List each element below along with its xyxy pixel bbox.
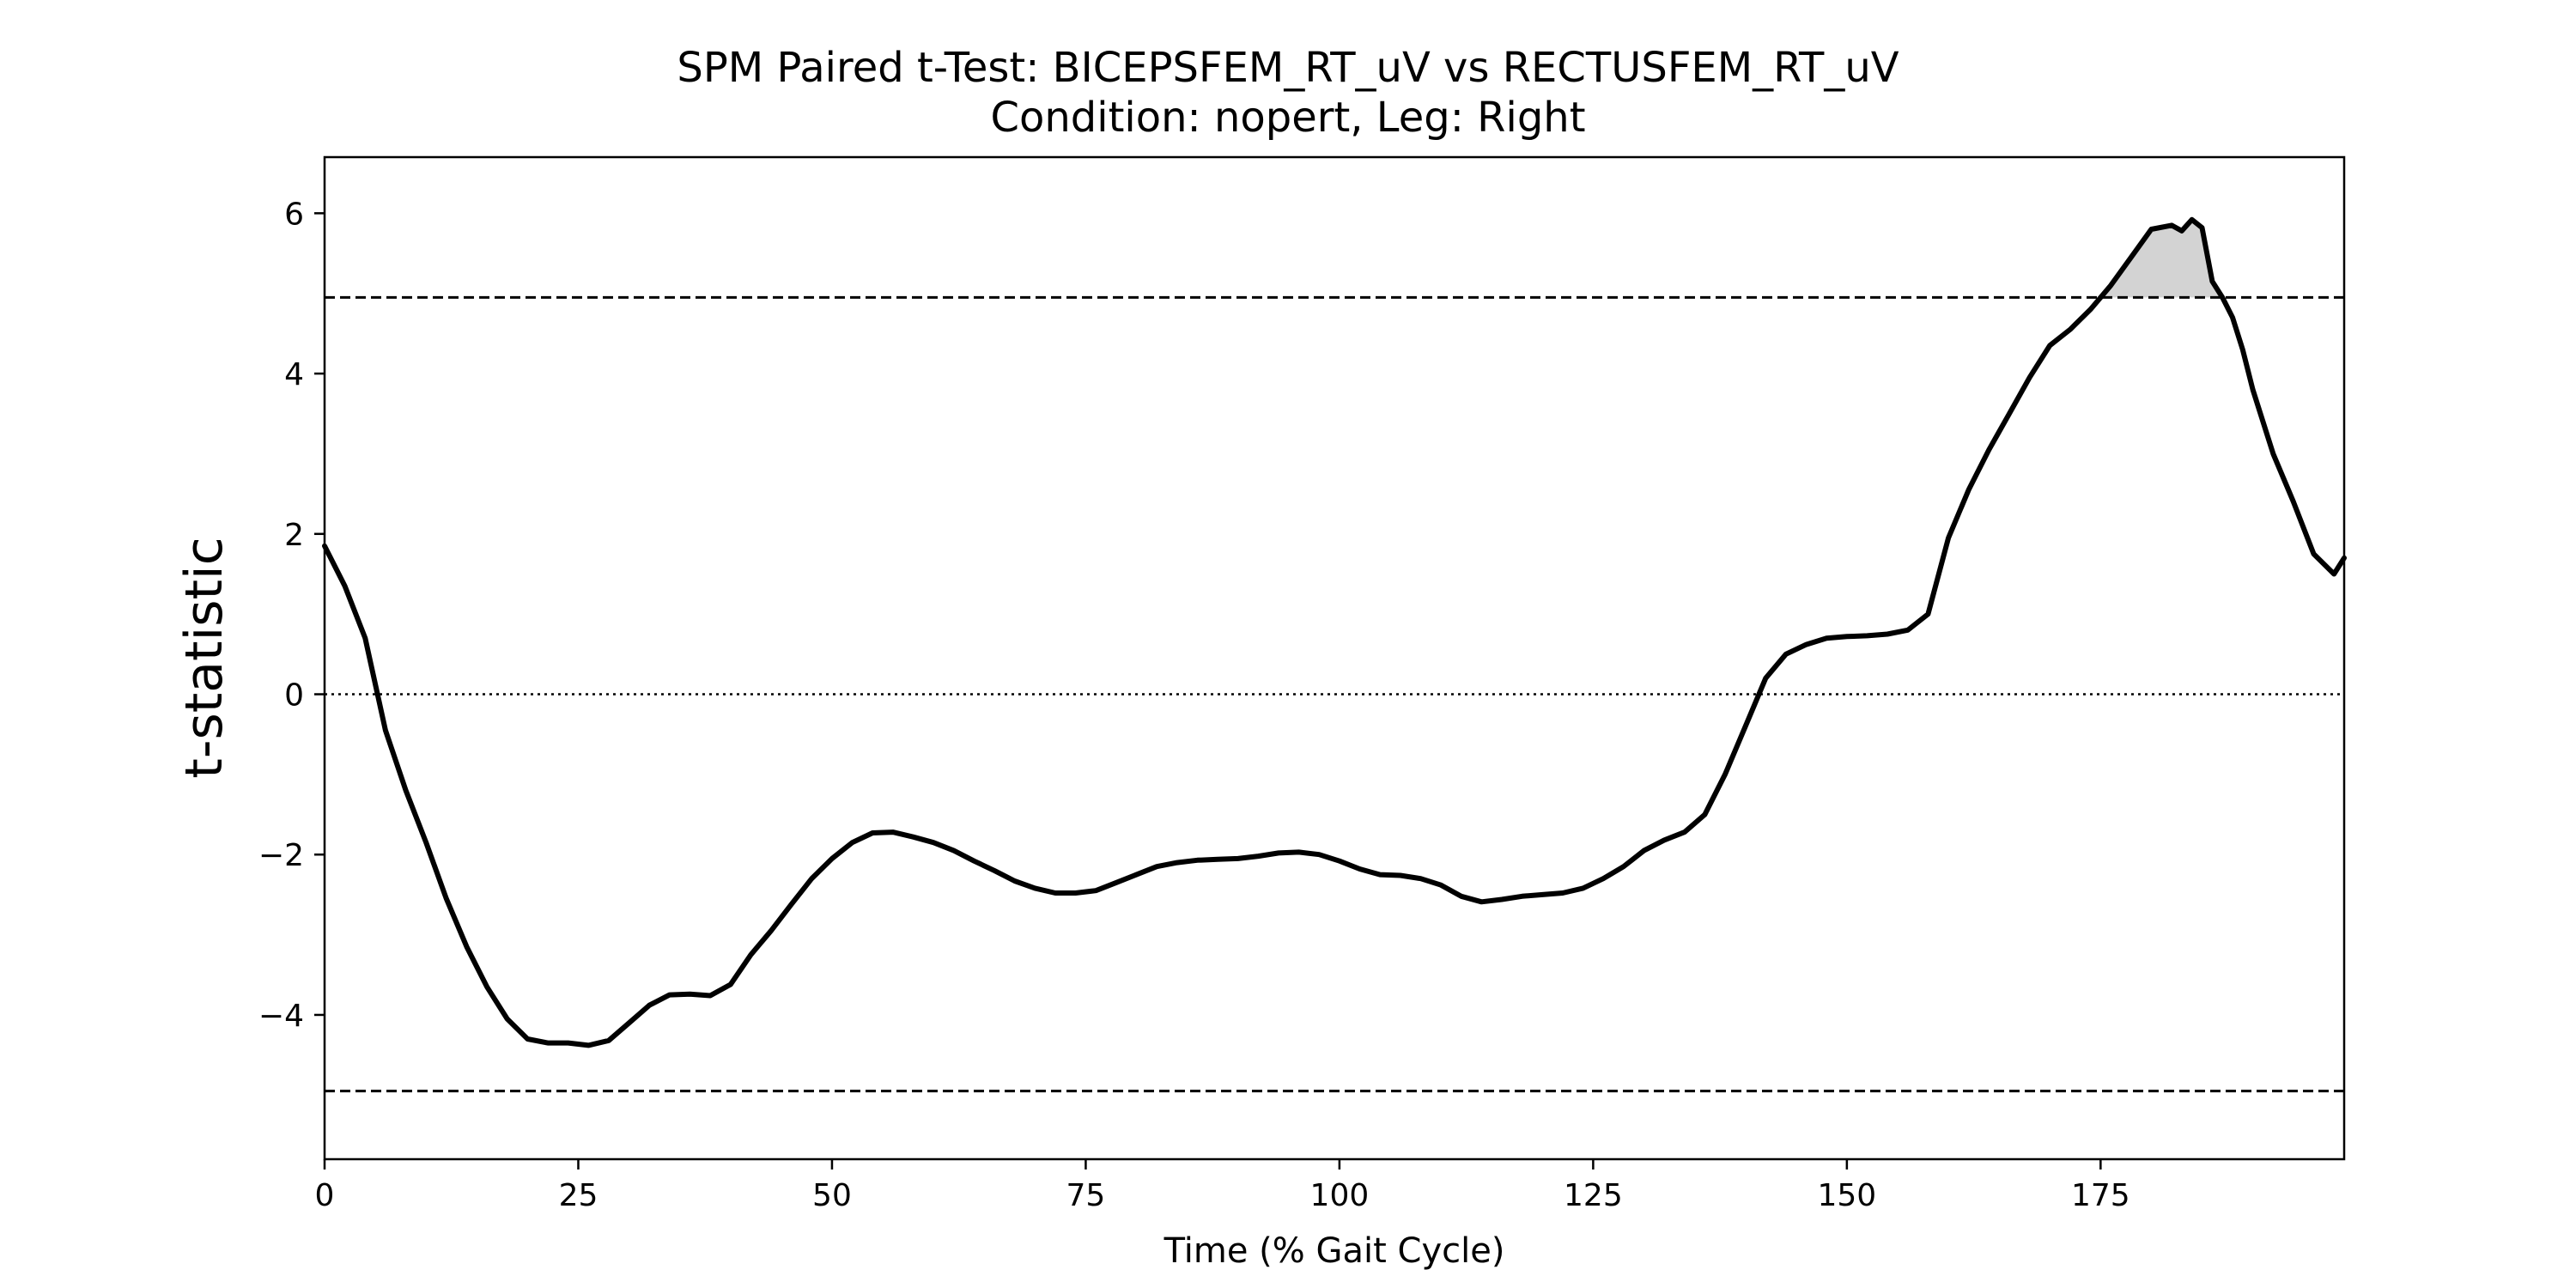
chart-subtitle: Condition: nopert, Leg: Right: [990, 94, 1585, 142]
chart-title: SPM Paired t-Test: BICEPSFEM_RT_uV vs RE…: [677, 44, 1899, 92]
y-axis-label: t-statistic: [174, 537, 234, 778]
x-tick-label: 150: [1818, 1178, 1877, 1213]
x-tick-label: 100: [1310, 1178, 1370, 1213]
x-tick-label: 125: [1564, 1178, 1623, 1213]
x-axis: 0 25 50 75 100 125 150 175: [315, 1159, 2130, 1213]
axes-frame: [323, 155, 2346, 1161]
y-tick-label: −4: [258, 999, 304, 1034]
x-tick-label: 175: [2071, 1178, 2130, 1213]
suprathreshold-cluster-1: [2100, 219, 2223, 298]
y-tick-label: −2: [258, 838, 304, 873]
x-tick-label: 0: [315, 1178, 335, 1213]
y-tick-label: 6: [284, 197, 304, 232]
y-tick-label: 0: [284, 678, 304, 714]
y-axis: −4 −2 0 2 4 6: [258, 197, 325, 1034]
x-tick-label: 50: [812, 1178, 852, 1213]
x-tick-label: 75: [1066, 1178, 1106, 1213]
t-statistic-line: [322, 216, 2347, 1048]
y-tick-label: 4: [284, 357, 304, 392]
plot-area: [322, 216, 2347, 1093]
x-tick-label: 25: [559, 1178, 598, 1213]
y-tick-label: 2: [284, 518, 304, 553]
x-axis-label: Time (% Gait Cycle): [1163, 1231, 1505, 1271]
